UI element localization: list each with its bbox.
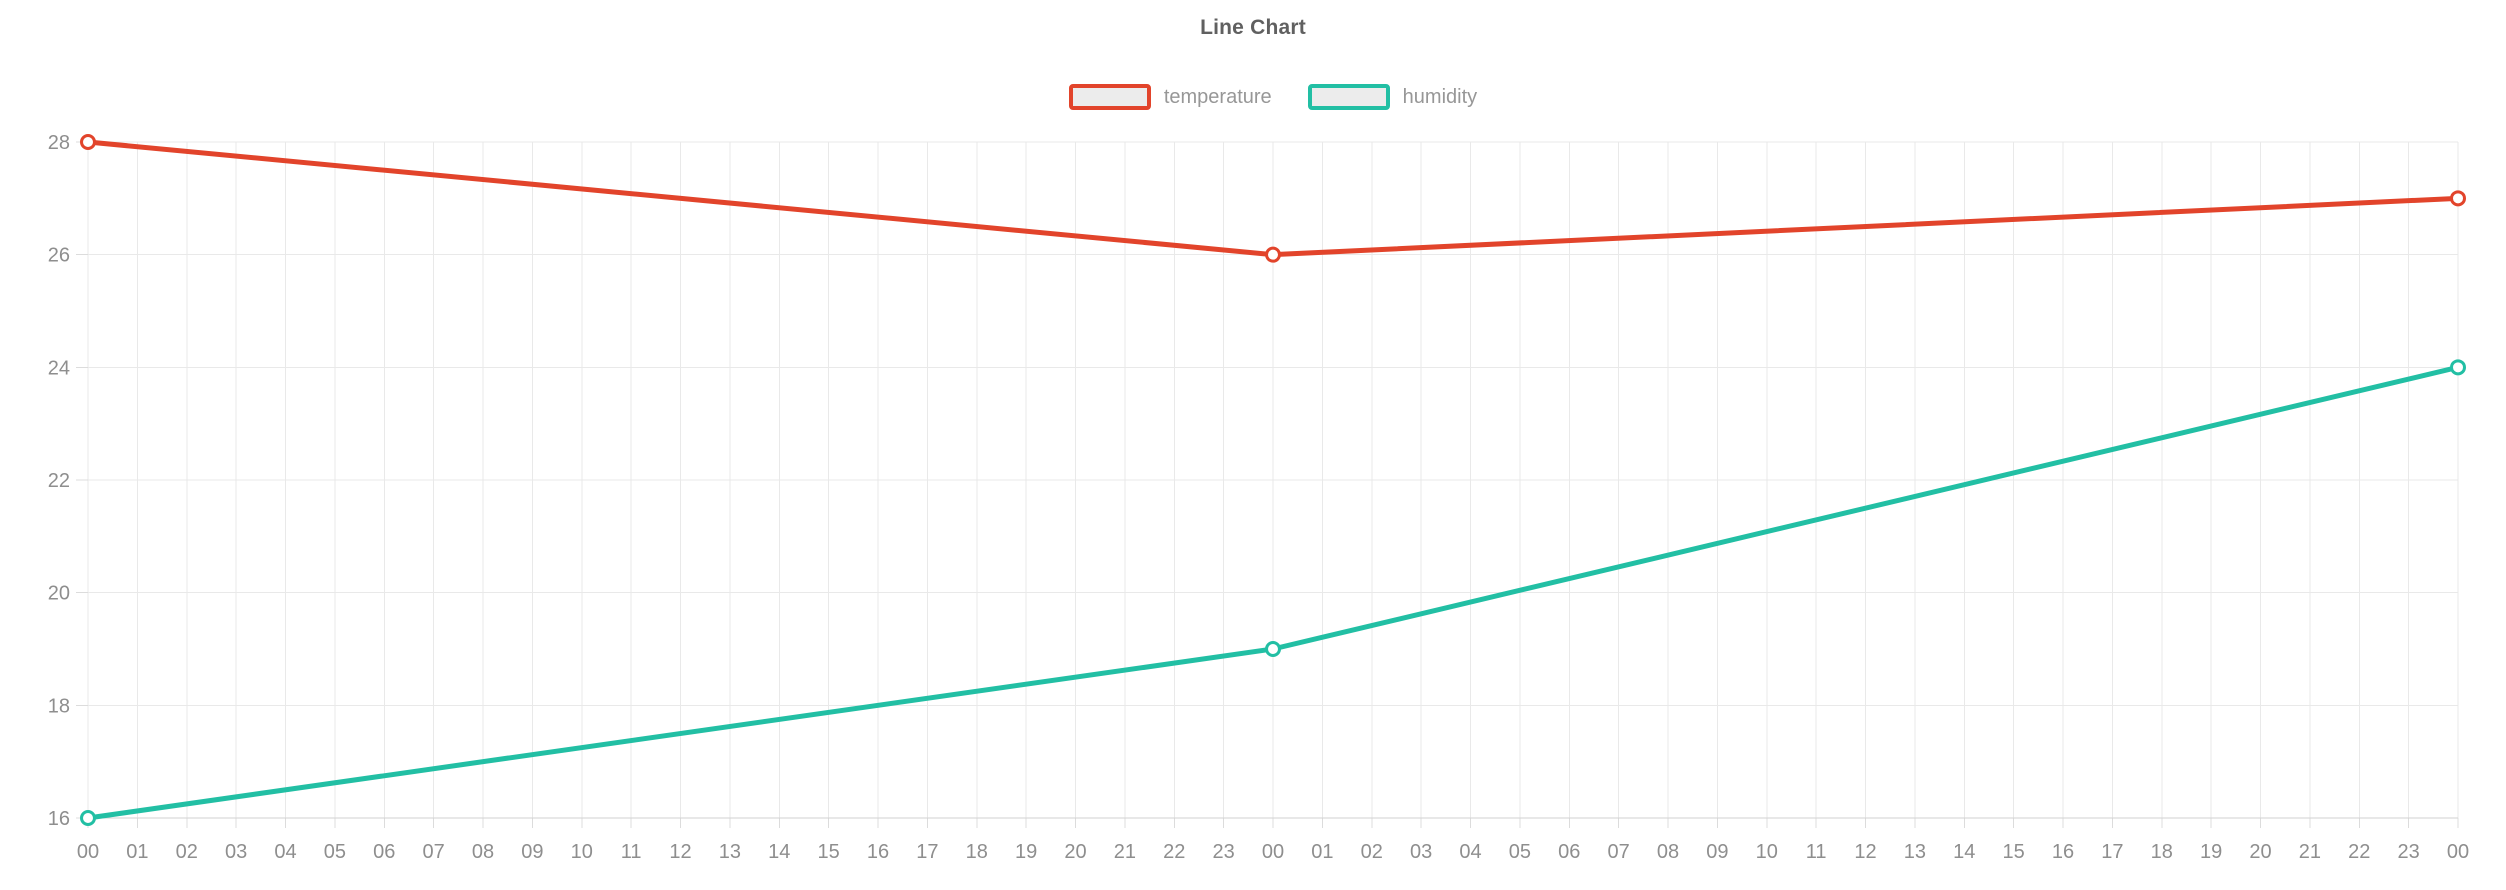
x-axis-label: 01 — [126, 841, 148, 863]
x-axis-label: 01 — [1311, 841, 1333, 863]
chart-title: Line Chart — [1200, 16, 1306, 39]
x-axis-label: 14 — [768, 841, 790, 863]
x-axis-label: 18 — [966, 841, 988, 863]
x-axis-label: 05 — [324, 841, 346, 863]
legend-item-temperature[interactable]: temperature — [1068, 84, 1272, 110]
x-axis-label: 22 — [2348, 841, 2370, 863]
x-axis-label: 19 — [2200, 841, 2222, 863]
x-axis-label: 07 — [1608, 841, 1630, 863]
temperature-point-00 — [80, 134, 96, 150]
x-axis-label: 05 — [1509, 841, 1531, 863]
x-axis-label: 08 — [1657, 841, 1679, 863]
legend-label: humidity — [1402, 85, 1478, 108]
x-axis-label: 14 — [1953, 841, 1975, 863]
x-axis-label: 10 — [571, 841, 593, 863]
y-axis-label: 18 — [48, 695, 70, 717]
x-axis-label: 21 — [2299, 841, 2321, 863]
x-axis-label: 06 — [1558, 841, 1580, 863]
y-axis-label: 28 — [48, 132, 70, 154]
x-axis-label: 09 — [1706, 841, 1728, 863]
x-axis-label: 11 — [1806, 841, 1827, 863]
x-axis-label: 00 — [1262, 841, 1284, 863]
x-axis-label: 15 — [2003, 841, 2025, 863]
y-axis-label: 16 — [48, 808, 70, 830]
x-axis-label: 13 — [1904, 841, 1926, 863]
y-axis-label: 26 — [48, 245, 70, 267]
x-axis-label: 00 — [77, 841, 99, 863]
x-axis-label: 00 — [2447, 841, 2469, 863]
humidity-point-00 — [1265, 641, 1281, 657]
x-axis-label: 12 — [1854, 841, 1876, 863]
legend-swatch-humidity — [1307, 84, 1390, 110]
x-axis-label: 10 — [1756, 841, 1778, 863]
x-axis-label: 07 — [423, 841, 445, 863]
x-axis-label: 12 — [669, 841, 691, 863]
x-axis-label: 16 — [2052, 841, 2074, 863]
x-axis-label: 18 — [2151, 841, 2173, 863]
legend-swatch-temperature — [1068, 84, 1151, 110]
humidity-point-00 — [2450, 359, 2466, 376]
x-axis-label: 23 — [2398, 841, 2420, 863]
x-axis-label: 20 — [2249, 841, 2271, 863]
x-axis-label: 23 — [1213, 841, 1235, 863]
x-axis-label: 20 — [1064, 841, 1086, 863]
legend-label: temperature — [1163, 85, 1272, 108]
x-axis-label: 09 — [521, 841, 543, 863]
x-axis-label: 08 — [472, 841, 494, 863]
y-axis-label: 22 — [48, 470, 70, 492]
temperature-point-00 — [2450, 190, 2466, 207]
y-axis-label: 24 — [48, 357, 70, 379]
humidity-point-00 — [80, 810, 96, 826]
x-axis-label: 04 — [274, 841, 296, 863]
temperature-point-00 — [1265, 246, 1281, 263]
y-axis-label: 20 — [48, 583, 70, 605]
x-axis-label: 02 — [1361, 841, 1383, 863]
x-axis-label: 11 — [621, 841, 642, 863]
x-axis-label: 03 — [1410, 841, 1432, 863]
x-axis-label: 19 — [1015, 841, 1037, 863]
x-axis-label: 16 — [867, 841, 889, 863]
x-axis-label: 04 — [1459, 841, 1481, 863]
x-axis-label: 15 — [818, 841, 840, 863]
legend-item-humidity[interactable]: humidity — [1307, 84, 1478, 110]
x-axis-label: 03 — [225, 841, 247, 863]
x-axis-label: 17 — [916, 841, 938, 863]
x-axis-label: 02 — [176, 841, 198, 863]
chart-legend: temperature humidity — [88, 84, 2458, 110]
x-axis-label: 17 — [2101, 841, 2123, 863]
x-axis-label: 13 — [719, 841, 741, 863]
x-axis-label: 06 — [373, 841, 395, 863]
x-axis-label: 22 — [1163, 841, 1185, 863]
x-axis-label: 21 — [1114, 841, 1136, 863]
